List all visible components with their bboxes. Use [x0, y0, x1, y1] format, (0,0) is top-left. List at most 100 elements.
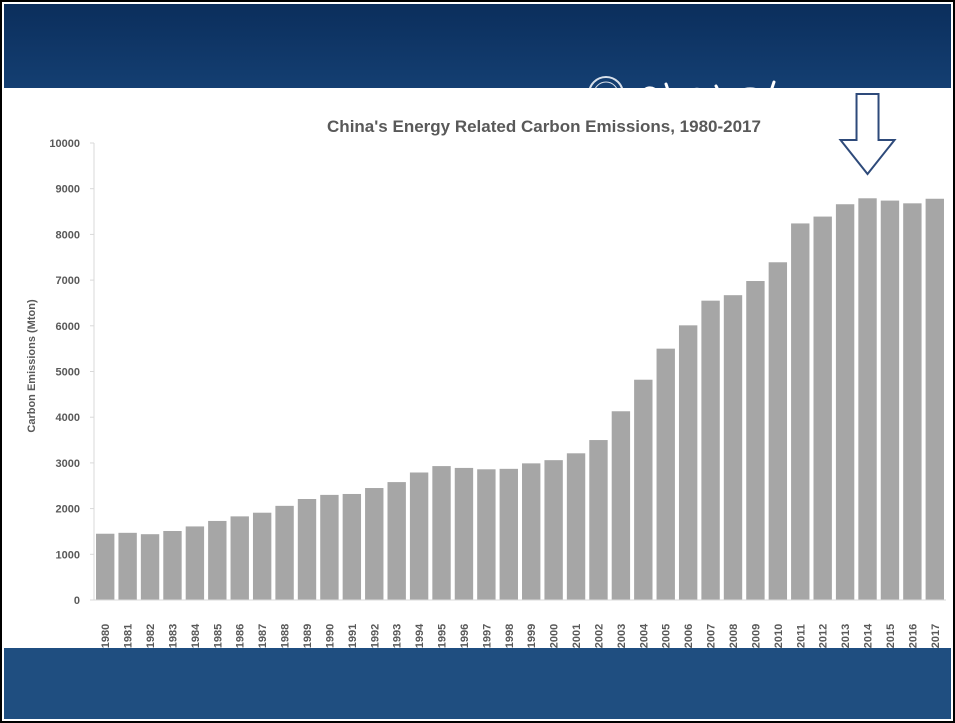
bar: [163, 530, 182, 600]
x-tick-label: 1987: [257, 624, 269, 648]
x-tick-label: 1985: [212, 624, 224, 648]
bar: [230, 516, 249, 600]
x-tick-label: 1998: [504, 624, 516, 648]
bar: [634, 379, 653, 600]
x-tick-label: 1999: [526, 624, 538, 648]
x-tick-label: 2014: [863, 623, 875, 648]
x-tick-label: 1982: [145, 624, 157, 648]
x-tick-label: 1995: [437, 624, 449, 648]
x-tick-label: 1988: [280, 624, 292, 648]
chart-area: 0 1000 2000 3000 4000 5000 6000 7000 8000 9000 100…: [8, 88, 947, 648]
x-tick-label: 2016: [907, 624, 919, 648]
y-tick-label: 3000: [56, 458, 80, 470]
y-tick-label: 7000: [56, 275, 80, 287]
x-tick-label: 1996: [459, 624, 471, 648]
down-arrow-icon: [838, 93, 897, 176]
bar: [252, 512, 272, 600]
x-tick-label: 2006: [683, 624, 695, 648]
bar: [723, 295, 743, 600]
bar: [454, 467, 474, 600]
bar: [544, 460, 563, 600]
x-tick-label: 2010: [773, 624, 785, 648]
y-tick-label: 5000: [56, 367, 80, 379]
bar: [477, 469, 496, 600]
bar-chart: 0 1000 2000 3000 4000 5000 6000 7000 8000 9000 100…: [26, 93, 946, 648]
x-tick-label: 1983: [167, 624, 179, 648]
y-tick-label: 10000: [49, 138, 80, 150]
bar: [208, 520, 227, 600]
x-tick-label: 1981: [123, 624, 135, 648]
x-tick-label: 1997: [481, 624, 493, 648]
footer-band: [4, 648, 951, 719]
bar: [387, 482, 406, 600]
y-tick-label: 2000: [56, 504, 80, 516]
bar: [813, 216, 832, 600]
annotation-group: [838, 93, 897, 176]
bar: [118, 532, 137, 600]
bar: [432, 466, 451, 600]
bar: [858, 198, 877, 600]
y-tick-label: 9000: [56, 184, 80, 196]
x-tick-label: 2008: [728, 624, 740, 648]
bar: [701, 300, 720, 600]
bar: [522, 463, 541, 600]
x-tick-label: 1990: [324, 624, 336, 648]
x-tick-label: 2000: [549, 624, 561, 648]
y-axis-label: Carbon Emissions (Mton): [26, 299, 38, 433]
bar: [566, 453, 586, 600]
x-tick-label: 2002: [593, 624, 605, 648]
x-tick-label: 2015: [885, 624, 897, 648]
x-tick-label: 2005: [661, 624, 673, 648]
x-tick-label: 1980: [100, 624, 112, 648]
y-tick-label: 8000: [56, 229, 80, 241]
y-tick-label: 4000: [56, 412, 80, 424]
x-axis: 1980 1981 1982 1983 1984 1985 1986 1987 1988 1989…: [94, 599, 946, 648]
bar: [409, 472, 429, 600]
x-tick-label: 2003: [616, 624, 628, 648]
bar: [140, 534, 160, 600]
bar: [297, 499, 317, 600]
header-band: [4, 4, 951, 88]
bar: [365, 488, 384, 600]
x-tick-label: 1984: [190, 623, 202, 648]
x-tick-label: 2013: [840, 624, 852, 648]
x-tick-label: 2011: [795, 624, 807, 648]
bar: [589, 440, 608, 600]
x-tick-label: 1992: [369, 624, 381, 648]
x-tick-label: 2017: [930, 624, 942, 648]
x-tick-label: 2007: [706, 624, 718, 648]
bar: [678, 325, 698, 600]
y-tick-label: 0: [74, 595, 80, 607]
bars-group: [96, 198, 944, 600]
bar: [656, 348, 675, 600]
bar: [746, 281, 765, 600]
y-tick-label: 1000: [56, 549, 80, 561]
bar: [499, 468, 518, 600]
x-tick-label: 1989: [302, 624, 314, 648]
bar: [835, 204, 855, 600]
x-tick-label: 2004: [638, 623, 650, 648]
y-axis: 0 1000 2000 3000 4000 5000 6000 7000 8000 9000 100…: [49, 138, 95, 607]
bar: [320, 494, 339, 600]
bar: [768, 262, 788, 600]
bar: [880, 200, 900, 600]
university-seal-icon: [586, 74, 626, 88]
bar: [925, 198, 944, 600]
x-tick-label: 2009: [750, 624, 762, 648]
bar: [791, 223, 810, 600]
x-tick-label: 1993: [392, 624, 404, 648]
chart-title: China's Energy Related Carbon Emissions,…: [327, 117, 761, 136]
bar: [185, 526, 205, 600]
bar: [903, 203, 922, 600]
x-tick-label: 2001: [571, 624, 583, 648]
bar: [275, 505, 294, 600]
x-tick-label: 1994: [414, 623, 426, 648]
bar: [96, 533, 115, 600]
x-tick-label: 1991: [347, 624, 359, 648]
x-tick-label: 2012: [818, 624, 830, 648]
x-tick-label: 1986: [235, 624, 247, 648]
bar: [611, 411, 631, 600]
bar: [342, 493, 362, 600]
